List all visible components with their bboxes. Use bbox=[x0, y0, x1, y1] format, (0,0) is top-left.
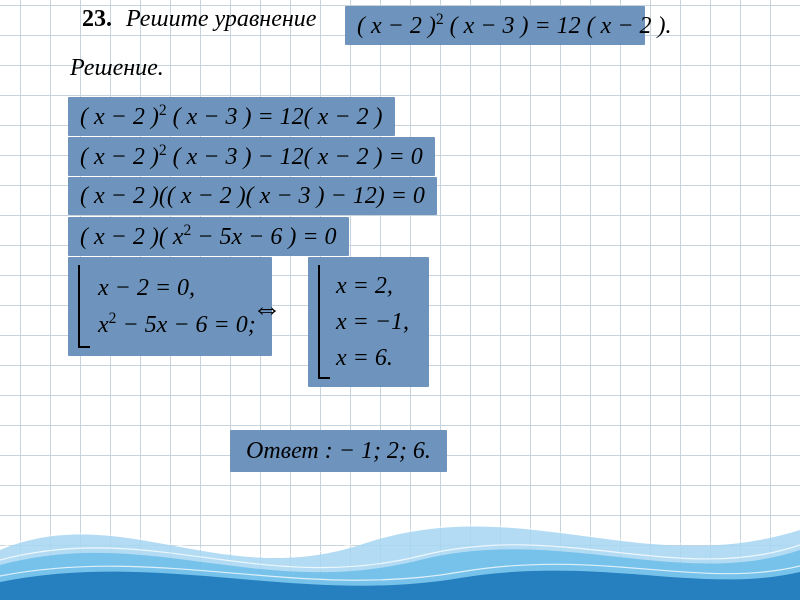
step-4: ( x − 2 )( x2 − 5x − 6 ) = 0 bbox=[80, 224, 337, 250]
system-left-box: x − 2 = 0, x2 − 5x − 6 = 0; bbox=[68, 257, 272, 356]
problem-heading: 23. Решите уравнение bbox=[82, 6, 316, 33]
answer-box: Ответ : − 1; 2; 6. bbox=[230, 430, 447, 472]
step-3-box: ( x − 2 )(( x − 2 )( x − 3 ) − 12) = 0 bbox=[68, 177, 437, 215]
system-right-box: x = 2, x = −1, x = 6. bbox=[308, 257, 429, 387]
step-1: ( x − 2 )2 ( x − 3 ) = 12( x − 2 ) bbox=[80, 104, 383, 130]
iff-symbol: ⇔ bbox=[252, 292, 282, 326]
step-3: ( x − 2 )(( x − 2 )( x − 3 ) − 12) = 0 bbox=[80, 183, 425, 209]
system-right-row-2: x = −1, bbox=[336, 307, 409, 337]
system-right-row-1: x = 2, bbox=[336, 271, 409, 301]
system-left-row-1: x − 2 = 0, bbox=[98, 273, 256, 303]
solution-label: Решение. bbox=[70, 55, 164, 82]
equation-main-box: ( x − 2 )2 ( x − 3 ) = 12 ( x − 2 ). bbox=[345, 6, 645, 45]
bracket-icon bbox=[78, 265, 90, 348]
problem-text: Решите уравнение bbox=[126, 6, 316, 33]
system-left-row-2: x2 − 5x − 6 = 0; bbox=[98, 309, 256, 340]
problem-number: 23. bbox=[82, 6, 112, 33]
step-2-box: ( x − 2 )2 ( x − 3 ) − 12( x − 2 ) = 0 bbox=[68, 137, 435, 176]
equation-main: ( x − 2 )2 ( x − 3 ) = 12 ( x − 2 ). bbox=[357, 13, 672, 39]
system-right-row-3: x = 6. bbox=[336, 343, 409, 373]
bracket-icon bbox=[318, 265, 330, 379]
step-1-box: ( x − 2 )2 ( x − 3 ) = 12( x − 2 ) bbox=[68, 97, 395, 136]
answer-text: Ответ : − 1; 2; 6. bbox=[246, 438, 431, 464]
step-4-box: ( x − 2 )( x2 − 5x − 6 ) = 0 bbox=[68, 217, 349, 256]
page-content: 23. Решите уравнение ( x − 2 )2 ( x − 3 … bbox=[0, 0, 800, 600]
step-2: ( x − 2 )2 ( x − 3 ) − 12( x − 2 ) = 0 bbox=[80, 144, 423, 170]
